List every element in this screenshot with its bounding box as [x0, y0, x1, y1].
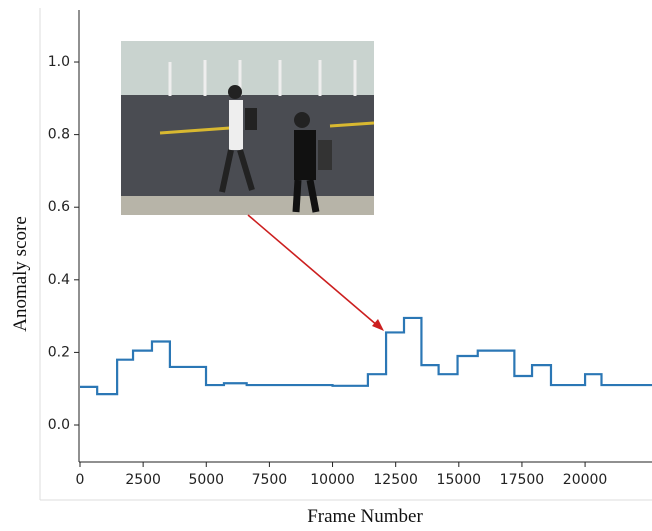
x-tick-label: 2500 [125, 472, 161, 488]
x-tick-label: 15000 [437, 472, 482, 488]
y-tick-label: 1.0 [48, 54, 70, 70]
x-tick-label: 0 [76, 472, 85, 488]
annotation-arrow [248, 215, 384, 331]
x-tick-label: 20000 [563, 472, 608, 488]
y-tick-label: 0.6 [48, 199, 70, 215]
chart: Frame Number Anomaly score 0.0 0.2 0.4 0.6 0… [0, 0, 652, 531]
x-tick-label: 17500 [500, 472, 545, 488]
x-tick-label: 10000 [310, 472, 355, 488]
y-tick-label: 0.4 [48, 272, 70, 288]
y-tick-label: 0.2 [48, 344, 70, 360]
x-tick-label: 5000 [188, 472, 224, 488]
x-axis-title: Frame Number [307, 506, 423, 527]
score-line [80, 318, 652, 394]
inset-photo [121, 41, 374, 215]
page: {"chart_data": { "type": "line", "step":… [0, 0, 652, 531]
y-tick-label: 0.0 [48, 417, 70, 433]
x-tick-label: 7500 [252, 472, 288, 488]
x-tick-label: 12500 [373, 472, 418, 488]
y-tick-label: 0.8 [48, 127, 70, 143]
y-axis-title: Anomaly score [10, 216, 31, 332]
